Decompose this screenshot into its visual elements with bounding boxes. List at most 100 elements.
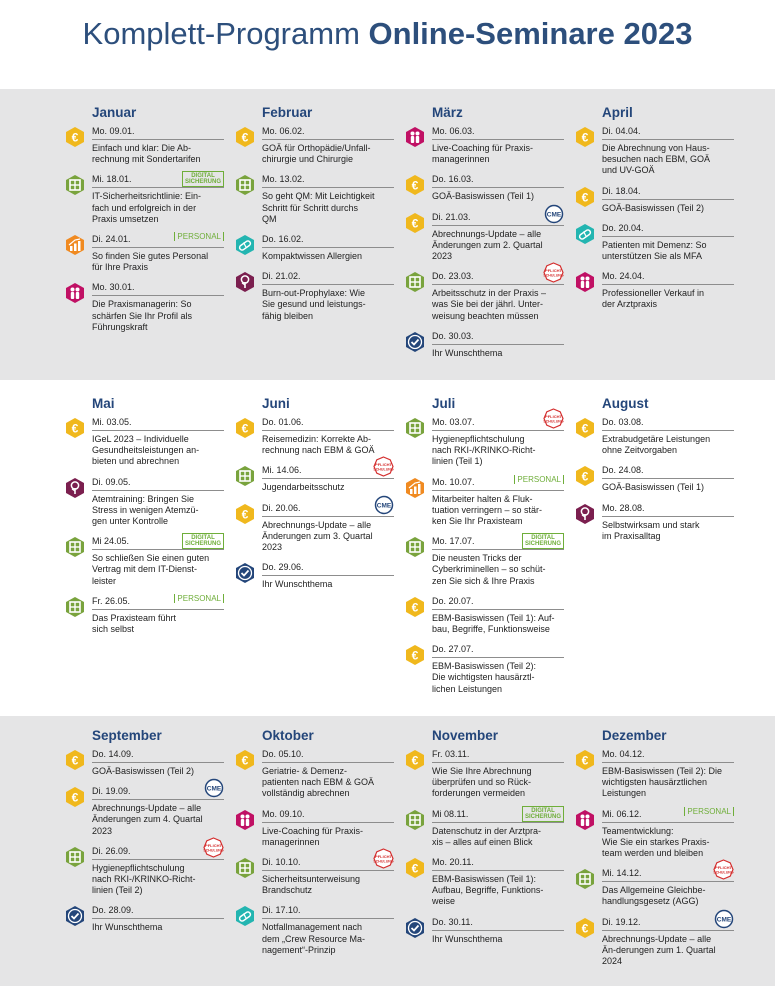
seminar-entry[interactable]: Do. 30.03. Ihr Wunschthema [404,331,564,359]
euro-icon: € [64,749,86,771]
seminar-entry[interactable]: Do. 16.02. Kompaktwissen Allergien [234,234,394,262]
svg-text:PFLICHT: PFLICHT [715,865,732,870]
seminar-entry[interactable]: € Di. 21.03. CME Abrechnungs-Update – alle Ä… [404,204,564,263]
seminar-entry[interactable]: Mo. 28.08. Selbstwirksam und stark im Prax… [574,503,734,542]
seminar-date: Fr. 26.05. PERSONAL [92,593,224,610]
seminar-title: EBM-Basiswissen (Teil 1): Auf-bau, Begri… [432,612,555,635]
seminar-entry[interactable]: Mo. 09.10. Live-Coaching für Praxis-manag… [234,809,394,848]
seminar-entry[interactable]: Mi. 06.12. PERSONAL Teamentwicklung: Wie Si… [574,806,734,860]
svg-text:€: € [72,791,79,805]
seminar-entry[interactable]: Do. 30.11. Ihr Wunschthema [404,917,564,945]
month-oktober: Oktober € Do. 05.10. Geriatrie- & Demenz-pa… [234,727,394,965]
pill-icon [234,905,256,927]
euro-icon: € [234,503,256,525]
month-name: März [432,105,463,120]
svg-text:€: € [72,754,79,768]
svg-text:€: € [412,649,419,663]
svg-text:PFLICHT: PFLICHT [545,414,562,419]
pflicht-badge: PFLICHT SCHULUNG [543,408,564,432]
seminar-title: Hygienepflichtschulung nach RKI-/KRINKO-R… [432,434,536,467]
seminar-entry[interactable]: Di. 09.05. Atemtraining: Bringen Sie Stres… [64,477,224,528]
svg-text:€: € [582,754,589,768]
seminar-entry[interactable]: Do. 20.04. Patienten mit Demenz: So unters… [574,223,734,262]
seminar-entry[interactable]: Mi. 14.12. PFLICHT SCHULUNG Das Allgemeine … [574,859,734,907]
seminar-entry[interactable]: € Do. 27.07. EBM-Basiswissen (Teil 2): Die … [404,644,564,695]
month-name: Januar [92,105,137,120]
seminar-entry[interactable]: Mo. 30.01. Die Praxismanagerin: So schärfe… [64,282,224,333]
seminar-entry[interactable]: Mo. 03.07. PFLICHT SCHULUNG Hygienepflichts… [404,408,564,468]
personal-badge: PERSONAL [684,806,734,816]
puzzle-icon [64,536,86,558]
svg-text:€: € [582,470,589,484]
svg-text:PFLICHT: PFLICHT [375,462,392,467]
seminar-entry[interactable]: Mo. 17.07. DIGITAL SICHERUNG Die neusten Tr… [404,533,564,587]
seminar-title: EBM-Basiswissen (Teil 1): Aufbau, Begriff… [432,874,544,907]
pflicht-badge: PFLICHT SCHULUNG [203,837,224,861]
seminar-title: Reisemedizin: Korrekte Ab-rechnung nach … [262,434,375,456]
seminar-entry[interactable]: Fr. 26.05. PERSONAL Das Praxisteam führt si… [64,593,224,635]
seminar-entry[interactable]: € Mo. 09.01. Einfach und klar: Die Ab-rech… [64,126,224,165]
seminar-entry[interactable]: € Di. 19.12. CME Abrechnungs-Update – alle Ä… [574,909,734,968]
seminar-entry[interactable]: € Mo. 20.11. EBM-Basiswissen (Teil 1): Aufb… [404,857,564,908]
seminar-entry[interactable]: € Do. 20.07. EBM-Basiswissen (Teil 1): Auf… [404,596,564,635]
seminar-entry[interactable]: € Do. 01.06. Reisemedizin: Korrekte Ab-rec… [234,417,394,456]
seminar-title: GOÄ-Basiswissen (Teil 1) [602,482,705,493]
seminar-entry[interactable]: € Do. 16.03. GOÄ-Basiswissen (Teil 1) [404,174,564,202]
seminar-entry[interactable]: Mo. 06.03. Live-Coaching für Praxis-manag… [404,126,564,165]
svg-text:CME: CME [547,211,562,218]
seminar-entry[interactable]: € Do. 05.10. Geriatrie- & Demenz-patienten… [234,749,394,800]
seminar-entry[interactable]: Mi. 18.01. DIGITAL SICHERUNG IT-Sicherheits… [64,171,224,225]
seminar-entry[interactable]: € Mi. 03.05. IGeL 2023 – Individuelle Gesun… [64,417,224,468]
seminar-entry[interactable]: Di. 26.09. PFLICHT SCHULUNG Hygienepflichts… [64,837,224,897]
seminar-entry[interactable]: Mi 08.11. DIGITAL SICHERUNG Datenschutz in … [404,805,564,848]
digital-badge: DIGITAL SICHERUNG [521,533,564,550]
seminar-entry[interactable]: € Fr. 03.11. Wie Sie Ihre Abrechnung überpr… [404,749,564,800]
seminar-date: Do. 16.03. [432,174,564,189]
seminar-date: Do. 30.03. [432,331,564,345]
seminar-title: Arbeitsschutz in der Praxis – was Sie bei… [432,288,547,321]
puzzle-icon [574,868,596,890]
seminar-entry[interactable]: € Do. 24.08. GOÄ-Basiswissen (Teil 1) [574,465,734,493]
seminar-entry[interactable]: € Di. 18.04. GOÄ-Basiswissen (Teil 2) [574,186,734,214]
seminar-entry[interactable]: Mo. 10.07. PERSONAL Mitarbeiter halten & F… [404,474,564,528]
seminar-title: Geriatrie- & Demenz-patienten nach EBM &… [262,766,375,799]
seminar-entry[interactable]: € Di. 19.09. CME Abrechnungs-Update – alle Ä… [64,778,224,837]
seminar-title: Mitarbeiter halten & Fluk-tuation verrin… [432,493,543,527]
seminar-date: Mo. 09.01. [92,126,224,140]
month-name: Dezember [602,728,667,743]
svg-text:€: € [412,216,419,230]
seminar-entry[interactable]: € Mo. 06.02. GOÄ für Orthopädie/Unfall-chi… [234,126,394,165]
seminar-entry[interactable]: € Mo. 04.12. EBM-Basiswissen (Teil 2): Die… [574,749,734,800]
seminar-entry[interactable]: Mi. 14.06. PFLICHT SCHULUNG Jugendarbeitssc… [234,456,394,493]
seminar-entry[interactable]: Do. 29.06. Ihr Wunschthema [234,562,394,590]
seminar-entry[interactable]: € Di. 04.04. Die Abrechnung von Haus-besuc… [574,126,734,177]
seminar-entry[interactable]: € Di. 20.06. CME Abrechnungs-Update – alle Ä… [234,495,394,554]
month-november: November € Fr. 03.11. Wie Sie Ihre Abrechnu… [404,727,564,954]
svg-text:SCHULUNG: SCHULUNG [203,848,224,852]
digital-badge: DIGITAL SICHERUNG [181,171,224,188]
seminar-entry[interactable]: € Do. 03.08. Extrabudgetäre Leistungen ohne… [574,417,734,456]
personal-badge: PERSONAL [174,593,224,603]
seminar-date: Do. 03.08. [602,417,734,431]
seminar-date: Mo. 09.10. [262,809,394,823]
seminar-title: Extrabudgetäre Leistungen ohne Zeitvorgab… [602,434,711,456]
seminar-entry[interactable]: € Do. 14.09. GOÄ-Basiswissen (Teil 2) [64,749,224,777]
svg-text:€: € [72,131,79,145]
seminar-entry[interactable]: Mi 24.05. DIGITAL SICHERUNG So schließen Si… [64,533,224,587]
seminar-entry[interactable]: Do. 23.03. PFLICHT SCHULUNG Arbeitsschutz i… [404,262,564,322]
seminar-entry[interactable]: Do. 28.09. Ihr Wunschthema [64,905,224,933]
seminar-entry[interactable]: Di. 24.01. PERSONAL So finden Sie gutes Pe… [64,232,224,273]
seminar-date: Mi. 14.06. PFLICHT SCHULUNG [262,456,394,480]
seminar-entry[interactable]: Mo. 24.04. Professioneller Verkauf in der … [574,271,734,310]
seminar-entry[interactable]: Di. 17.10. Notfallmanagement nach dem „Cre… [234,905,394,956]
seminar-entry[interactable]: Di. 21.02. Burn-out-Prophylaxe: Wie Sie ge… [234,271,394,322]
seminar-entry[interactable]: Di. 10.10. PFLICHT SCHULUNG Sicherheitsunte… [234,848,394,896]
seminar-date: Mo. 28.08. [602,503,734,517]
euro-icon: € [64,786,86,808]
seminar-title: IGeL 2023 – Individuelle Gesundheitsleist… [92,434,200,467]
seminar-entry[interactable]: Mo. 13.02. So geht QM: Mit Leichtigkeit Sc… [234,174,394,225]
euro-icon: € [234,126,256,148]
euro-icon: € [404,212,426,234]
month-name: Februar [262,105,313,120]
seminar-title: Die Abrechnung von Haus-besuchen nach EB… [602,143,711,176]
